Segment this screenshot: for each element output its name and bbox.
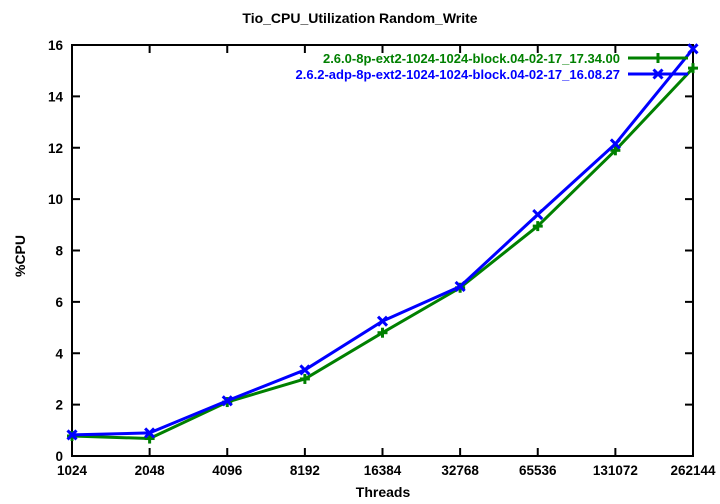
legend-sample-line-cross-icon: [628, 68, 688, 80]
legend-label-262adp: 2.6.2-adp-8p-ext2-1024-1024-block.04-02-…: [295, 66, 620, 82]
chart-title: Tio_CPU_Utilization Random_Write: [242, 10, 478, 26]
svg-text:16384: 16384: [364, 463, 402, 478]
svg-text:2048: 2048: [135, 463, 166, 478]
legend-entry-260: 2.6.0-8p-ext2-1024-1024-block.04-02-17_1…: [296, 50, 692, 66]
legend-sample-line-plus-icon: [628, 53, 688, 63]
svg-text:8192: 8192: [290, 463, 320, 478]
svg-text:16: 16: [48, 38, 64, 53]
y-axis-label: %CPU: [12, 234, 28, 277]
legend-label-260: 2.6.0-8p-ext2-1024-1024-block.04-02-17_1…: [322, 50, 620, 66]
svg-text:10: 10: [48, 192, 63, 207]
svg-text:131072: 131072: [593, 463, 638, 478]
svg-text:2: 2: [55, 398, 63, 413]
svg-text:4: 4: [55, 346, 63, 361]
svg-text:14: 14: [48, 89, 64, 104]
svg-text:12: 12: [48, 141, 63, 156]
svg-text:6: 6: [55, 295, 63, 310]
svg-text:1024: 1024: [57, 463, 88, 478]
svg-text:4096: 4096: [212, 463, 243, 478]
svg-text:32768: 32768: [441, 463, 479, 478]
legend: 2.6.0-8p-ext2-1024-1024-block.04-02-17_1…: [296, 50, 692, 82]
svg-text:65536: 65536: [519, 463, 557, 478]
x-axis-label: Threads: [355, 484, 411, 500]
svg-text:262144: 262144: [670, 463, 716, 478]
svg-text:8: 8: [55, 244, 63, 259]
svg-text:0: 0: [55, 449, 63, 464]
legend-entry-262adp: 2.6.2-adp-8p-ext2-1024-1024-block.04-02-…: [296, 66, 692, 82]
